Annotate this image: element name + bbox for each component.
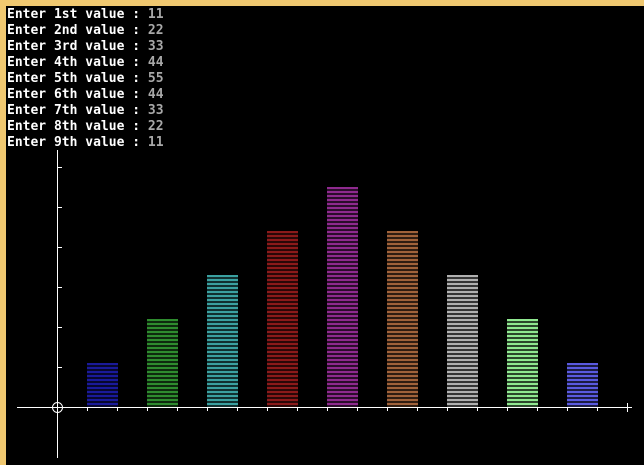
prompt-value: 11: [147, 135, 164, 150]
prompt-label: Enter 3rd value :: [7, 39, 148, 54]
prompt-value: 11: [147, 7, 164, 22]
prompt-line: Enter 8th value : 22: [7, 119, 164, 135]
prompt-label: Enter 9th value :: [7, 135, 148, 150]
x-axis-tick: [417, 407, 418, 411]
bar-5: [327, 187, 358, 407]
prompt-value: 22: [147, 23, 164, 38]
console-window: Enter 1st value : 11 Enter 2nd value : 22…: [6, 6, 644, 465]
bar-4: [267, 231, 298, 407]
y-axis-tick: [57, 367, 62, 368]
prompt-label: Enter 4th value :: [7, 55, 148, 70]
prompt-label: Enter 7th value :: [7, 103, 148, 118]
prompt-line: Enter 7th value : 33: [7, 103, 164, 119]
prompt-value: 33: [147, 39, 164, 54]
y-axis-tick: [57, 167, 62, 168]
x-axis-tick: [537, 407, 538, 411]
x-axis-tick: [567, 407, 568, 411]
x-axis-tick: [297, 407, 298, 411]
prompt-line: Enter 2nd value : 22: [7, 23, 164, 39]
x-axis-end-tick: [627, 403, 628, 412]
y-axis-tick: [57, 207, 62, 208]
x-axis-tick: [267, 407, 268, 411]
prompt-line: Enter 4th value : 44: [7, 55, 164, 71]
x-axis-tick: [447, 407, 448, 411]
prompt-value: 55: [147, 71, 164, 86]
bar-2: [147, 319, 178, 407]
origin-marker: [52, 402, 63, 413]
prompt-label: Enter 6th value :: [7, 87, 148, 102]
prompt-line: Enter 5th value : 55: [7, 71, 164, 87]
prompt-lines: Enter 1st value : 11 Enter 2nd value : 22…: [7, 7, 164, 151]
y-axis-tick: [57, 287, 62, 288]
prompt-label: Enter 5th value :: [7, 71, 148, 86]
x-axis-tick: [117, 407, 118, 411]
bar-3: [207, 275, 238, 407]
bar-1: [87, 363, 118, 407]
x-axis: [17, 407, 632, 408]
prompt-line: Enter 1st value : 11: [7, 7, 164, 23]
prompt-line: Enter 3rd value : 33: [7, 39, 164, 55]
prompt-line: Enter 9th value : 11: [7, 135, 164, 151]
bar-6: [387, 231, 418, 407]
bar-9: [567, 363, 598, 407]
x-axis-tick: [207, 407, 208, 411]
x-axis-tick: [327, 407, 328, 411]
prompt-value: 33: [147, 103, 164, 118]
prompt-label: Enter 1st value :: [7, 7, 148, 22]
prompt-value: 44: [147, 55, 164, 70]
x-axis-tick: [177, 407, 178, 411]
x-axis-tick: [147, 407, 148, 411]
x-axis-tick: [507, 407, 508, 411]
y-axis-tick: [57, 327, 62, 328]
prompt-label: Enter 2nd value :: [7, 23, 148, 38]
x-axis-tick: [87, 407, 88, 411]
prompt-value: 44: [147, 87, 164, 102]
prompt-label: Enter 8th value :: [7, 119, 148, 134]
prompt-value: 22: [147, 119, 164, 134]
bar-8: [507, 319, 538, 407]
x-axis-tick: [477, 407, 478, 411]
x-axis-tick: [387, 407, 388, 411]
x-axis-tick: [597, 407, 598, 411]
x-axis-tick: [357, 407, 358, 411]
y-axis: [57, 150, 58, 458]
y-axis-tick: [57, 247, 62, 248]
prompt-line: Enter 6th value : 44: [7, 87, 164, 103]
bar-7: [447, 275, 478, 407]
x-axis-tick: [237, 407, 238, 411]
